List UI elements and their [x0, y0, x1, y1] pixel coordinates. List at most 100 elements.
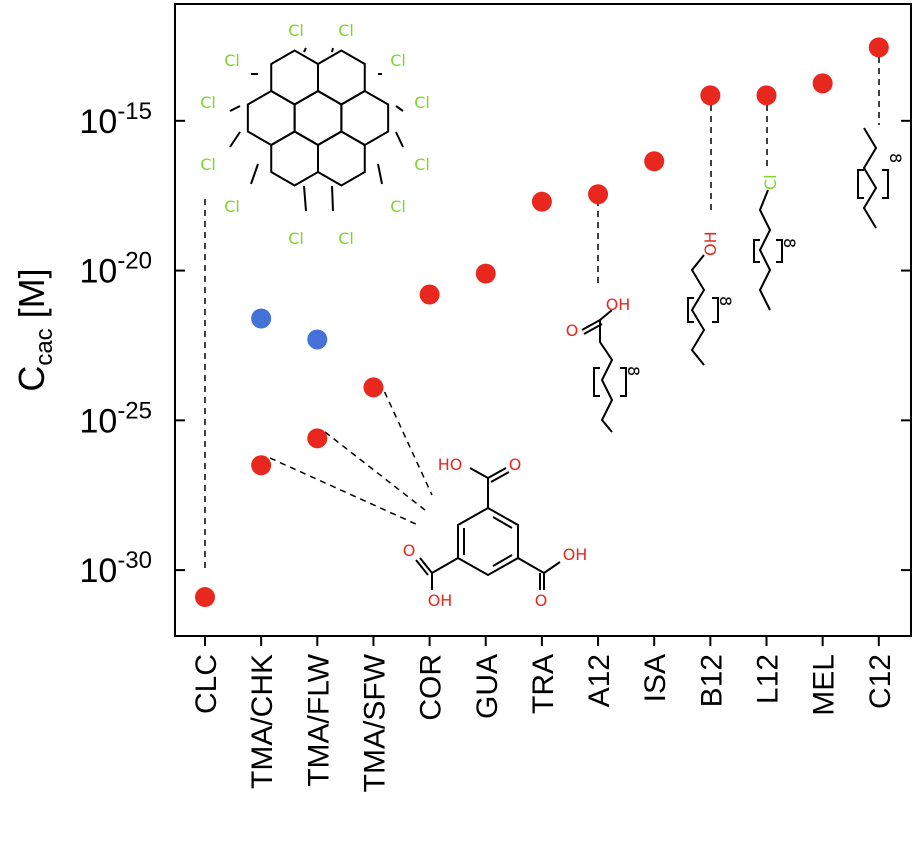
coronene-cl-bond — [395, 131, 404, 148]
coronene-cl-label: Cl — [390, 51, 406, 70]
coronene-cl-bond — [229, 105, 241, 112]
tma-o-label: O — [509, 455, 522, 474]
coronene-cl-bond — [377, 163, 383, 185]
tma-bond — [415, 559, 429, 576]
x-tick-label: GUA — [471, 654, 504, 719]
data-point — [363, 377, 384, 398]
x-tick-label: L12 — [752, 654, 785, 704]
data-point — [195, 587, 215, 608]
coronene-ring — [270, 130, 319, 187]
acid-carbonyl-bond — [581, 319, 601, 331]
coronene-cl-bond — [331, 185, 334, 212]
plot-frame — [174, 3, 912, 637]
y-tick-exponent: -25 — [117, 397, 152, 424]
tma-ring — [457, 506, 519, 577]
leader-tma-chk — [269, 457, 419, 526]
tma-bond — [490, 471, 510, 483]
x-tick-label: ISA — [639, 654, 672, 702]
x-tick-label: MEL — [808, 654, 841, 716]
data-point — [756, 85, 777, 106]
acid-oh-label: OH — [606, 295, 631, 314]
coronene-cl-bond — [229, 131, 241, 148]
y-tick-label: 10-15 — [79, 98, 152, 141]
alkane-chain-bonds — [862, 127, 878, 229]
y-axis-label: Ccac [M] — [11, 268, 58, 391]
coronene-ring — [270, 49, 319, 106]
tma-inner-bond — [492, 516, 513, 529]
coronene-ring — [340, 89, 390, 147]
coronene-cl-label: Cl — [224, 51, 240, 70]
tma-ho-label: HO — [438, 455, 463, 474]
leader-tma-flw — [324, 431, 426, 511]
tma-bond — [469, 467, 489, 479]
leader-tma-sfw — [379, 381, 433, 496]
chloride-chain-structure: Cl 8 — [753, 174, 799, 311]
y-tick-base: 10 — [79, 253, 117, 291]
coronene-cl-bond — [303, 185, 307, 212]
y-tick-base: 10 — [79, 103, 117, 141]
tma-oh-label: OH — [428, 591, 453, 610]
alcohol-chain-structure: OH 8 — [687, 231, 735, 366]
y-axis-label-unit: [M] — [11, 268, 52, 328]
y-tick-exponent: -15 — [117, 98, 152, 125]
leader-lines — [204, 57, 880, 568]
x-ticks: CLC TMA/CHK TMA/FLW TMA/SFW COR GUA TRA A12 ISA B… — [190, 636, 897, 792]
acid-repeat-bracket — [620, 367, 627, 397]
acid-o-label: O — [566, 321, 579, 340]
chlorinated-coronene-structure: Cl Cl Cl Cl Cl Cl Cl Cl Cl Cl Cl Cl — [200, 21, 430, 248]
acid-hydroxyl-bond — [599, 309, 613, 321]
tma-bond — [431, 557, 459, 574]
data-point — [868, 37, 889, 58]
alkane-chain-structure: 8 — [857, 127, 905, 229]
chloride-cl-label: Cl — [761, 174, 780, 190]
data-point — [644, 151, 665, 172]
tma-inner-bond — [492, 554, 513, 567]
tma-o-label: O — [535, 591, 548, 610]
y-tick-base: 10 — [79, 402, 117, 440]
data-point — [700, 85, 721, 106]
coronene-cl-label: Cl — [390, 197, 406, 216]
coronene-cl-label: Cl — [338, 229, 354, 248]
tma-o-label: O — [403, 541, 416, 560]
y-tick-label: 10-30 — [79, 547, 152, 590]
coronene-ring — [317, 49, 366, 106]
x-tick-label: COR — [415, 654, 448, 721]
y-tick-exponent: -20 — [117, 248, 152, 275]
data-point — [812, 73, 833, 94]
y-tick-label: 10-25 — [79, 397, 152, 440]
data-point — [531, 191, 552, 212]
coronene-cl-label: Cl — [288, 21, 304, 40]
acid-chain-structure: OH O 8 — [566, 295, 643, 433]
chloride-chain-bonds — [758, 189, 772, 311]
alcohol-repeat-bracket — [712, 297, 719, 323]
coronene-cl-label: Cl — [414, 93, 430, 112]
y-axis-label-sub: cac — [31, 328, 58, 365]
coronene-cl-bond — [331, 47, 334, 53]
acid-repeat-label: 8 — [624, 366, 643, 376]
alkane-repeat-label: 8 — [886, 153, 905, 163]
coronene-cl-label: Cl — [200, 93, 216, 112]
y-tick-exponent: -30 — [117, 547, 152, 574]
alcohol-chain-bonds — [690, 254, 706, 366]
acid-carbonyl-bond — [583, 323, 603, 335]
alcohol-repeat-label: 8 — [716, 296, 735, 306]
data-point — [307, 329, 328, 350]
x-tick-label: A12 — [583, 654, 616, 707]
tma-bond — [543, 561, 561, 574]
chloride-repeat-bracket — [753, 239, 760, 263]
data-point — [475, 263, 496, 284]
alcohol-oh-label: OH — [701, 231, 720, 256]
y-axis-label-main: C — [11, 366, 52, 392]
x-tick-label: CLC — [190, 654, 223, 714]
alkane-repeat-bracket — [857, 169, 864, 199]
y-tick-base: 10 — [79, 552, 117, 590]
acid-chain-bonds — [599, 320, 614, 433]
coronene-cl-label: Cl — [288, 229, 304, 248]
x-tick-label: B12 — [695, 654, 728, 707]
x-tick-label: C12 — [864, 654, 897, 709]
data-point — [307, 428, 328, 449]
trimesic-acid-structure: HO O O OH OH O — [403, 455, 588, 610]
data-points — [195, 37, 889, 608]
